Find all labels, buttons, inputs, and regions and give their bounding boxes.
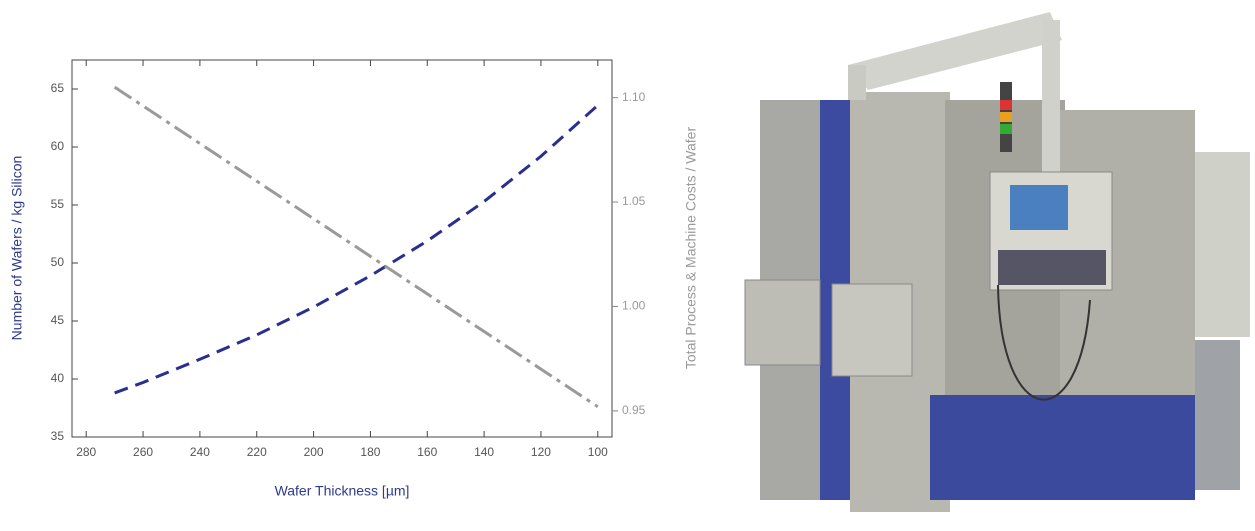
y2-tick-label: 1.10 bbox=[622, 90, 646, 104]
x-axis-title: Wafer Thickness [µm] bbox=[275, 483, 410, 499]
x-tick-label: 180 bbox=[360, 445, 380, 459]
blue-base bbox=[930, 395, 1195, 500]
y-tick-label: 35 bbox=[51, 429, 65, 443]
arm-post bbox=[848, 65, 866, 100]
y2-tick-label: 1.05 bbox=[622, 194, 646, 208]
y-tick-label: 60 bbox=[51, 139, 65, 153]
signal-light bbox=[1000, 124, 1012, 134]
x-tick-label: 100 bbox=[588, 445, 608, 459]
y-axis-title: Number of Wafers / kg Silicon bbox=[9, 156, 25, 341]
cabinet bbox=[1195, 152, 1250, 337]
y-tick-label: 45 bbox=[51, 313, 65, 327]
signal-light bbox=[1000, 112, 1012, 122]
figure: Wafer Thickness [µm] Number of Wafers / … bbox=[0, 0, 1255, 531]
y2-tick-label: 1.00 bbox=[622, 299, 646, 313]
x-tick-label: 160 bbox=[417, 445, 437, 459]
signal-light bbox=[1000, 100, 1012, 110]
x-tick-label: 240 bbox=[190, 445, 210, 459]
arm-post bbox=[1042, 20, 1060, 180]
plot-frame bbox=[72, 60, 612, 437]
y2-tick-label: 0.95 bbox=[622, 403, 646, 417]
side-box bbox=[832, 284, 912, 376]
y-tick-label: 40 bbox=[51, 371, 65, 385]
x-tick-label: 220 bbox=[247, 445, 267, 459]
page: {"chart_data": { "type": "line", "xlabel… bbox=[0, 0, 1255, 531]
y-tick-label: 55 bbox=[51, 197, 65, 211]
x-tick-label: 260 bbox=[133, 445, 153, 459]
x-tick-label: 280 bbox=[76, 445, 96, 459]
y-tick-label: 50 bbox=[51, 255, 65, 269]
button-panel bbox=[998, 250, 1106, 285]
x-tick-label: 120 bbox=[531, 445, 551, 459]
x-tick-label: 140 bbox=[474, 445, 494, 459]
side-box bbox=[745, 280, 820, 365]
x-tick-label: 200 bbox=[304, 445, 324, 459]
screen bbox=[1010, 185, 1068, 230]
y2-axis-title: Total Process & Machine Costs / Wafer bbox=[683, 127, 699, 370]
cabinet-lower bbox=[1195, 340, 1240, 490]
y-tick-label: 65 bbox=[51, 81, 65, 95]
machine-photo bbox=[738, 0, 1255, 531]
